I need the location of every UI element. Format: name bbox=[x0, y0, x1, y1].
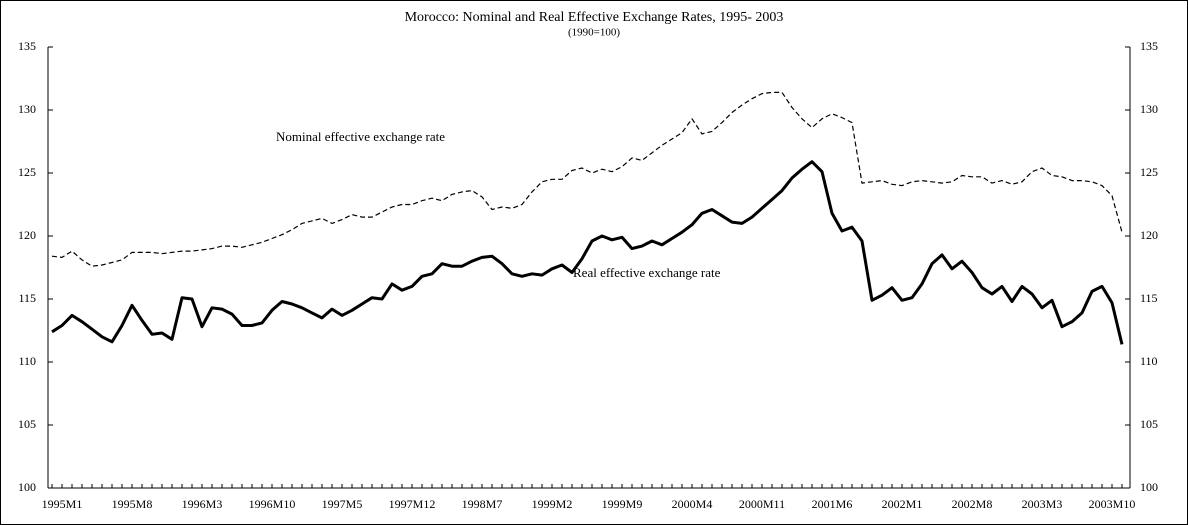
x-tick-label: 1996M3 bbox=[182, 497, 223, 511]
y-tick-label: 125 bbox=[18, 165, 36, 179]
y-tick-label: 100 bbox=[18, 480, 36, 494]
series-line bbox=[51, 160, 1124, 345]
y2-tick-label: 130 bbox=[1140, 102, 1158, 116]
y2-tick-label: 125 bbox=[1140, 165, 1158, 179]
x-tick-label: 1998M7 bbox=[462, 497, 503, 511]
series-label: Nominal effective exchange rate bbox=[276, 129, 445, 144]
chart-subtitle: (1990=100) bbox=[568, 27, 620, 39]
y-tick-label: 115 bbox=[18, 291, 36, 305]
y-tick-label: 105 bbox=[18, 417, 36, 431]
y-tick-label: 120 bbox=[18, 228, 36, 242]
series-label: Real effective exchange rate bbox=[573, 265, 721, 280]
x-tick-label: 2002M8 bbox=[952, 497, 993, 511]
y2-tick-label: 110 bbox=[1140, 354, 1158, 368]
y-tick-label: 130 bbox=[18, 102, 36, 116]
x-tick-label: 1997M12 bbox=[389, 497, 436, 511]
y2-tick-label: 135 bbox=[1140, 39, 1158, 53]
x-tick-label: 1996M10 bbox=[249, 497, 296, 511]
x-tick-label: 2001M6 bbox=[812, 497, 853, 511]
x-tick-label: 2002M1 bbox=[882, 497, 923, 511]
y2-tick-label: 120 bbox=[1140, 228, 1158, 242]
x-tick-label: 2000M4 bbox=[672, 497, 713, 511]
x-tick-label: 1995M8 bbox=[112, 497, 153, 511]
x-tick-label: 1997M5 bbox=[322, 497, 363, 511]
series-line bbox=[51, 91, 1123, 267]
x-tick-label: 1999M9 bbox=[602, 497, 643, 511]
x-tick-label: 2003M10 bbox=[1089, 497, 1136, 511]
x-tick-label: 2000M11 bbox=[739, 497, 785, 511]
y2-tick-label: 115 bbox=[1140, 291, 1158, 305]
y-tick-label: 135 bbox=[18, 39, 36, 53]
x-tick-label: 1995M1 bbox=[42, 497, 83, 511]
y2-tick-label: 100 bbox=[1140, 480, 1158, 494]
y2-tick-label: 105 bbox=[1140, 417, 1158, 431]
chart-title: Morocco: Nominal and Real Effective Exch… bbox=[405, 10, 784, 25]
x-tick-label: 2003M3 bbox=[1022, 497, 1063, 511]
y-tick-label: 110 bbox=[18, 354, 36, 368]
x-tick-label: 1999M2 bbox=[532, 497, 573, 511]
